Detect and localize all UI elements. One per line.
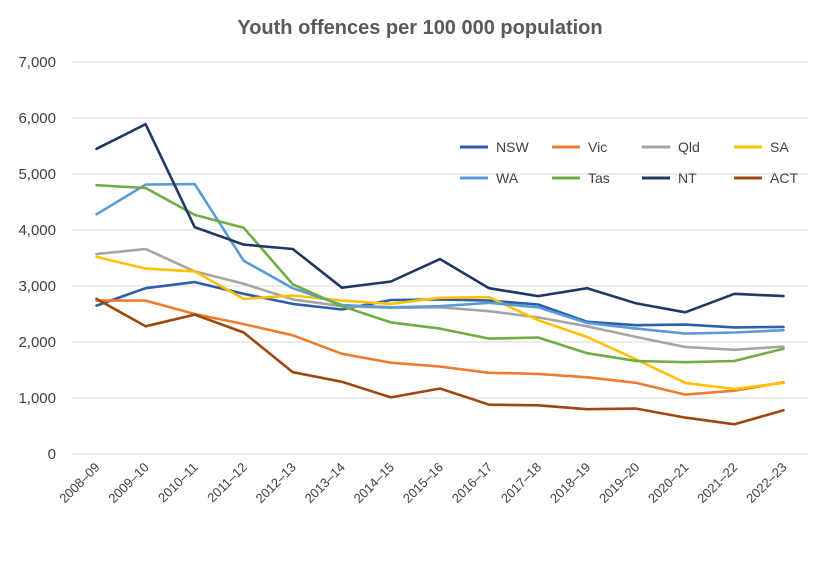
- gridlines: [72, 61, 808, 455]
- legend-item-sa: SA: [734, 139, 789, 155]
- x-tick-label: 2008–09: [56, 460, 102, 506]
- legend-label: SA: [770, 139, 789, 155]
- legend-item-wa: WA: [460, 170, 519, 186]
- x-tick-label: 2015–16: [400, 460, 446, 506]
- y-tick-label: 3,000: [18, 278, 56, 295]
- x-tick-label: 2022–23: [743, 460, 789, 506]
- legend-item-qld: Qld: [642, 139, 700, 155]
- legend-label: Tas: [588, 170, 610, 186]
- y-axis-ticks: 0 1,000 2,000 3,000 4,000 5,000 6,000 7,000: [18, 54, 56, 463]
- x-tick-label: 2011–12: [204, 460, 250, 506]
- x-tick-label: 2016–17: [449, 460, 495, 506]
- legend: NSW Vic Qld SA WA Tas NT ACT: [460, 139, 798, 186]
- series-line-sa: [95, 255, 785, 391]
- y-tick-label: 0: [48, 446, 56, 463]
- y-tick-label: 6,000: [18, 110, 56, 127]
- y-tick-label: 5,000: [18, 166, 56, 183]
- legend-label: WA: [496, 170, 519, 186]
- series-lines: [95, 122, 785, 426]
- legend-label: Qld: [678, 139, 700, 155]
- series-line-vic: [95, 299, 785, 396]
- x-tick-label: 2014–15: [351, 460, 397, 506]
- y-tick-label: 2,000: [18, 334, 56, 351]
- series-line-act: [95, 297, 785, 426]
- series-line-nt: [95, 122, 785, 314]
- x-tick-label: 2020–21: [645, 460, 691, 506]
- legend-item-vic: Vic: [552, 139, 607, 155]
- x-tick-label: 2017–18: [498, 460, 544, 506]
- series-line-tas: [95, 183, 785, 364]
- legend-item-nsw: NSW: [460, 139, 529, 155]
- legend-item-tas: Tas: [552, 170, 610, 186]
- legend-label: ACT: [770, 170, 798, 186]
- x-tick-label: 2009–10: [105, 460, 151, 506]
- legend-label: NT: [678, 170, 697, 186]
- x-tick-label: 2012–13: [253, 460, 299, 506]
- x-tick-label: 2018–19: [547, 460, 593, 506]
- x-tick-label: 2013–14: [302, 460, 348, 506]
- y-tick-label: 4,000: [18, 222, 56, 239]
- legend-item-act: ACT: [734, 170, 798, 186]
- y-tick-label: 1,000: [18, 390, 56, 407]
- legend-item-nt: NT: [642, 170, 697, 186]
- legend-label: NSW: [496, 139, 529, 155]
- series-line-nsw: [95, 280, 785, 329]
- legend-label: Vic: [588, 139, 607, 155]
- x-tick-label: 2021–22: [694, 460, 740, 506]
- series-line-wa: [95, 182, 785, 335]
- x-tick-label: 2019–20: [596, 460, 642, 506]
- x-axis-ticks: 2008–09 2009–10 2010–11 2011–12 2012–13 2013–…: [56, 460, 789, 506]
- x-tick-label: 2010–11: [155, 460, 201, 506]
- chart-title: Youth offences per 100 000 population: [237, 17, 602, 39]
- y-tick-label: 7,000: [18, 54, 56, 71]
